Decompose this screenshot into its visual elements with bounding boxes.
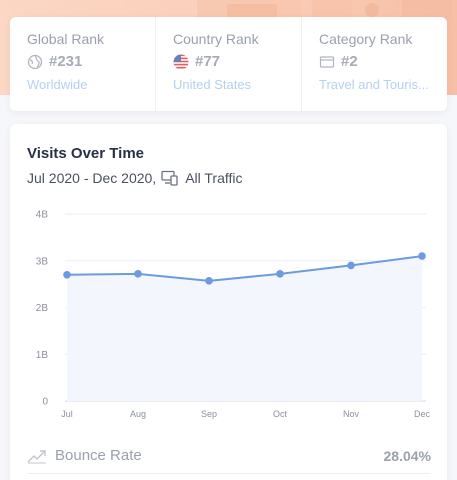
hero-illustration: [197, 0, 452, 30]
trend-up-icon: [27, 448, 47, 464]
country-rank-link[interactable]: United States: [173, 77, 252, 92]
y-tick-label: 1B: [36, 350, 49, 361]
data-point: [347, 261, 355, 270]
data-point: [205, 277, 213, 285]
globe-icon: [27, 54, 43, 70]
x-tick-label: Nov: [343, 409, 360, 419]
category-icon: [319, 54, 335, 70]
category-rank-value: #2: [341, 53, 358, 70]
global-rank-scope: Worldwide: [27, 77, 88, 92]
x-tick-label: Jul: [61, 409, 73, 419]
data-point: [418, 252, 426, 260]
date-range: Jul 2020 - Dec 2020,: [27, 170, 157, 186]
category-rank-label: Category Rank: [319, 31, 413, 47]
series-area: [67, 256, 422, 401]
category-rank: Category Rank #2 Travel and Touris...: [302, 17, 447, 111]
x-tick-label: Sep: [201, 409, 217, 419]
devices-icon: [161, 170, 179, 186]
bounce-rate-row[interactable]: Bounce Rate 28.04%: [27, 438, 431, 474]
data-point: [134, 270, 142, 278]
y-tick-label: 4B: [36, 210, 49, 221]
country-rank: Country Rank #77 United: [156, 17, 302, 111]
x-tick-label: Dec: [414, 409, 431, 419]
bounce-rate-value: 28.04%: [383, 447, 431, 464]
x-tick-label: Aug: [130, 409, 146, 419]
y-tick-label: 3B: [36, 256, 49, 267]
bounce-rate-label: Bounce Rate: [55, 447, 142, 464]
visits-title: Visits Over Time: [27, 145, 145, 162]
rank-card: Global Rank #231 Worldwide Country Rank: [10, 17, 447, 111]
data-point: [276, 270, 284, 278]
global-rank-value: #231: [49, 53, 83, 70]
visits-card: Visits Over Time Jul 2020 - Dec 2020, Al…: [10, 124, 447, 480]
us-flag-icon: [173, 54, 189, 70]
x-tick-label: Oct: [273, 409, 288, 419]
y-tick-label: 0: [42, 397, 48, 408]
visits-chart: 0 1B 2B 3B 4B Jul Aug Sep Oct Nov Dec: [36, 210, 431, 420]
series-line: [66, 255, 423, 282]
category-rank-link[interactable]: Travel and Touris...: [319, 77, 429, 92]
country-rank-value: #77: [195, 53, 221, 70]
visits-subtitle: Jul 2020 - Dec 2020, All Traffic: [27, 170, 243, 186]
global-rank-label: Global Rank: [27, 31, 105, 47]
data-point: [63, 270, 71, 279]
traffic-type: All Traffic: [185, 170, 243, 186]
global-rank: Global Rank #231 Worldwide: [10, 17, 156, 111]
country-rank-label: Country Rank: [173, 31, 259, 47]
y-tick-label: 2B: [36, 303, 49, 314]
